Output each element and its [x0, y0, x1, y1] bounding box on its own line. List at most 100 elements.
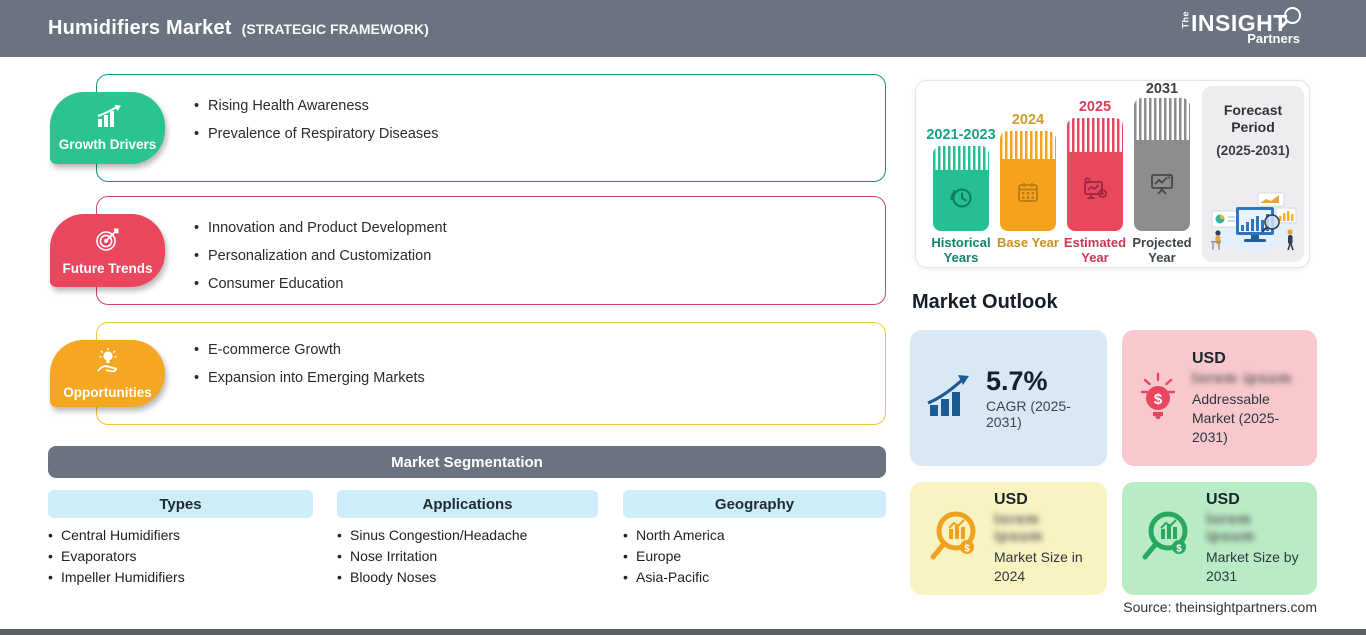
types-list: Central Humidifiers Evaporators Impeller… [48, 525, 185, 588]
list-item: Asia-Pacific [623, 567, 725, 588]
magnifier-icon [1283, 7, 1301, 24]
list-item: North America [623, 525, 725, 546]
opportunities-list: E-commerce Growth Expansion into Emergin… [97, 323, 885, 392]
bar-stripes [1000, 131, 1056, 159]
chart-gear-icon [1081, 176, 1109, 207]
svg-text:$: $ [964, 544, 970, 555]
bar-stripes [1067, 118, 1123, 152]
timeline-caption: Projected Year [1132, 235, 1192, 265]
magnifier-chart-icon: $ [1136, 505, 1194, 572]
market-size-2024-card: $ USD lorem ipsum Market Size in 2024 [910, 482, 1107, 595]
forecast-period-title: Forecast Period [1223, 102, 1283, 135]
opportunities-box: E-commerce Growth Expansion into Emergin… [96, 322, 886, 425]
future-trends-badge: Future Trends [50, 214, 165, 287]
segmentation-column-header-types: Types [48, 490, 313, 518]
badge-label: Opportunities [63, 385, 152, 400]
logo-the-text: The [1180, 10, 1191, 28]
forecast-period-panel: Forecast Period (2025-2031) [1202, 86, 1304, 262]
size-2031-text-block: USD lorem ipsum Market Size by 2031 [1206, 491, 1303, 586]
list-item: Bloody Noses [337, 567, 527, 588]
blurred-value: lorem ipsum [994, 511, 1044, 545]
list-item: Central Humidifiers [48, 525, 185, 546]
currency-label: USD [1192, 349, 1226, 367]
timeline-caption: Historical Years [931, 235, 991, 265]
list-item: Expansion into Emerging Markets [193, 364, 885, 392]
list-item: Prevalence of Respiratory Diseases [193, 120, 885, 148]
card-label: Market Size by 2031 [1206, 549, 1299, 584]
calendar-icon [1015, 180, 1041, 211]
cagr-label: CAGR (2025-2031) [986, 398, 1071, 430]
base-year-bar [1000, 131, 1056, 231]
market-segmentation-header: Market Segmentation [48, 446, 886, 478]
growth-bars-arrow-icon [924, 373, 974, 424]
list-item: Nose Irritation [337, 546, 527, 567]
opportunities-badge: Opportunities [50, 340, 165, 407]
analysts-illustration [1206, 189, 1300, 258]
page-title: Humidifiers Market [48, 17, 232, 39]
timeline-year-label: 2025 [1078, 99, 1112, 115]
applications-list: Sinus Congestion/Headache Nose Irritatio… [337, 525, 527, 588]
list-item: Innovation and Product Development [193, 214, 885, 242]
market-size-2031-card: $ USD lorem ipsum Market Size by 2031 [1122, 482, 1317, 595]
list-item: Rising Health Awareness [193, 92, 885, 120]
logo-insight-text: INSIGHT [1191, 9, 1288, 36]
growth-drivers-box: Rising Health Awareness Prevalence of Re… [96, 74, 886, 182]
addressable-text-block: USD lorem ipsum Addressable Market (2025… [1192, 350, 1303, 447]
timeline-year-label: 2021-2023 [926, 127, 996, 143]
future-trends-box: Innovation and Product Development Perso… [96, 196, 886, 305]
cagr-value: 5.7% [986, 366, 1048, 396]
market-outlook-title: Market Outlook [912, 291, 1058, 313]
bar-body [933, 170, 989, 231]
currency-label: USD [1206, 491, 1240, 508]
insight-partners-logo: The INSIGHT Partners [1180, 7, 1308, 46]
currency-label: USD [994, 491, 1028, 508]
bulb-dollar-icon: $ [1136, 368, 1180, 429]
source-attribution: Source: theinsightpartners.com [1123, 599, 1317, 615]
bar-body [1000, 159, 1056, 231]
list-item: Consumer Education [193, 270, 885, 298]
timeline-year-label: 2024 [1011, 112, 1045, 128]
growth-drivers-badge: Growth Drivers [50, 92, 165, 164]
historical-years-bar [933, 146, 989, 231]
cagr-text-block: 5.7% CAGR (2025-2031) [986, 366, 1093, 430]
estimated-year-bar [1067, 118, 1123, 231]
target-dart-icon [94, 226, 121, 258]
bar-body [1134, 140, 1190, 231]
blurred-value: lorem ipsum [1206, 511, 1256, 545]
bar-stripes [1134, 98, 1190, 140]
future-trends-list: Innovation and Product Development Perso… [97, 197, 885, 298]
logo-partners-text: Partners [1247, 30, 1300, 46]
svg-text:$: $ [1176, 544, 1182, 555]
bar-stripes [933, 146, 989, 170]
size-2024-text-block: USD lorem ipsum Market Size in 2024 [994, 491, 1093, 586]
timeline-caption: Base Year [997, 235, 1059, 250]
research-timeline-panel: 2021-2023 2024 2025 2031 [915, 80, 1310, 268]
timeline-year-label: 2031 [1145, 81, 1179, 97]
header-bar: Humidifiers Market (STRATEGIC FRAMEWORK)… [0, 0, 1366, 57]
badge-label: Growth Drivers [58, 136, 157, 152]
cagr-card: 5.7% CAGR (2025-2031) [910, 330, 1107, 466]
segmentation-column-header-applications: Applications [337, 490, 598, 518]
magnifier-chart-icon: $ [924, 505, 982, 572]
bar-chart-rising-icon [93, 104, 123, 134]
list-item: Europe [623, 546, 725, 567]
page-subtitle: (STRATEGIC FRAMEWORK) [241, 21, 429, 37]
blurred-value: lorem ipsum [1192, 369, 1293, 387]
list-item: Sinus Congestion/Headache [337, 525, 527, 546]
clock-history-icon [947, 184, 975, 217]
presentation-chart-icon [1148, 170, 1176, 201]
growth-drivers-list: Rising Health Awareness Prevalence of Re… [97, 75, 885, 148]
card-label: Market Size in 2024 [994, 549, 1083, 584]
addressable-market-card: $ USD lorem ipsum Addressable Market (20… [1122, 330, 1317, 466]
badge-label: Future Trends [62, 260, 153, 276]
forecast-period-range: (2025-2031) [1216, 143, 1290, 158]
card-label: Addressable Market (2025-2031) [1192, 390, 1280, 445]
svg-text:$: $ [1154, 391, 1163, 408]
list-item: E-commerce Growth [193, 336, 885, 364]
timeline-caption: Estimated Year [1063, 235, 1127, 265]
bar-body [1067, 152, 1123, 231]
bulb-hand-icon [94, 347, 122, 382]
list-item: Impeller Humidifiers [48, 567, 185, 588]
list-item: Evaporators [48, 546, 185, 567]
